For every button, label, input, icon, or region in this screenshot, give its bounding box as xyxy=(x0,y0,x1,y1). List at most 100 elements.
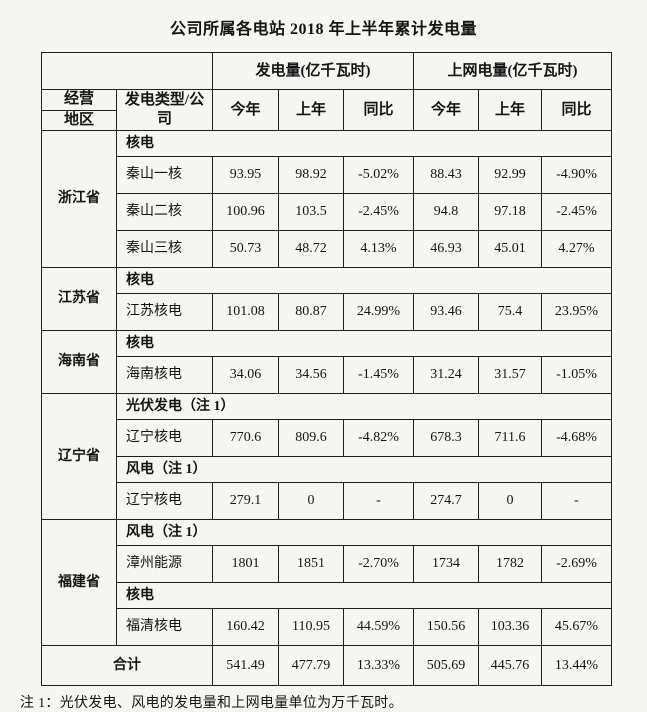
header-type-company: 发电类型/公司 xyxy=(116,89,213,131)
header-ongrid-this-year: 今年 xyxy=(413,89,479,131)
value-cell: - xyxy=(541,482,612,520)
table-row: 秦山三核 50.73 48.72 4.13% 46.93 45.01 4.27% xyxy=(42,230,612,268)
value-cell: -1.05% xyxy=(541,356,612,394)
value-cell: 110.95 xyxy=(278,608,344,646)
value-cell: -4.90% xyxy=(541,156,612,194)
table-row: 秦山二核 100.96 103.5 -2.45% 94.8 97.18 -2.4… xyxy=(42,193,612,231)
value-cell: 1734 xyxy=(413,545,479,583)
header-ongrid-group: 上网电量(亿千瓦时) xyxy=(413,52,612,90)
header-generation-group: 发电量(亿千瓦时) xyxy=(212,52,414,90)
footnote: 注 1：光伏发电、风电的发电量和上网电量单位为万千瓦时。 xyxy=(20,696,403,711)
total-value-cell: 477.79 xyxy=(278,645,344,686)
header-row-groups: 发电量(亿千瓦时) 上网电量(亿千瓦时) xyxy=(41,52,612,90)
value-cell: 160.42 xyxy=(212,608,279,646)
type-subheader-cell: 风电（注 1） xyxy=(116,519,612,546)
company-cell: 秦山一核 xyxy=(116,156,213,194)
company-cell: 海南核电 xyxy=(116,356,213,394)
value-cell: 103.5 xyxy=(278,193,344,231)
type-subheader-cell: 核电 xyxy=(116,330,612,357)
generation-table: 发电量(亿千瓦时) 上网电量(亿千瓦时) 经营 地区 发电类型/公司 今年 上年… xyxy=(41,52,612,686)
value-cell: -1.45% xyxy=(343,356,414,394)
value-cell: -4.68% xyxy=(541,419,612,457)
value-cell: 1782 xyxy=(478,545,542,583)
value-cell: -2.45% xyxy=(541,193,612,231)
region-cell-fujian: 福建省 xyxy=(41,519,117,646)
value-cell: 44.59% xyxy=(343,608,414,646)
header-gen-this-year: 今年 xyxy=(212,89,279,131)
value-cell: 809.6 xyxy=(278,419,344,457)
value-cell: 4.27% xyxy=(541,230,612,268)
total-row: 合计 541.49 477.79 13.33% 505.69 445.76 13… xyxy=(41,645,612,686)
company-cell: 秦山三核 xyxy=(116,230,213,268)
table-row: 海南核电 34.06 34.56 -1.45% 31.24 31.57 -1.0… xyxy=(42,356,612,394)
value-cell: 274.7 xyxy=(413,482,479,520)
value-cell: 101.08 xyxy=(212,293,279,331)
total-value-cell: 13.44% xyxy=(541,645,612,686)
company-cell: 漳州能源 xyxy=(116,545,213,583)
value-cell: 75.4 xyxy=(478,293,542,331)
type-subheader-row: 核电 xyxy=(42,582,612,609)
table-row: 辽宁核电 770.6 809.6 -4.82% 678.3 711.6 -4.6… xyxy=(42,419,612,457)
value-cell: -4.82% xyxy=(343,419,414,457)
total-label-cell: 合计 xyxy=(41,645,213,686)
table-row: 秦山一核 93.95 98.92 -5.02% 88.43 92.99 -4.9… xyxy=(42,156,612,194)
type-subheader-cell: 核电 xyxy=(116,130,612,157)
value-cell: 279.1 xyxy=(212,482,279,520)
region-cell-jiangsu: 江苏省 xyxy=(41,267,117,331)
header-region-line1: 经营 xyxy=(42,91,116,111)
total-value-cell: 445.76 xyxy=(478,645,542,686)
value-cell: 45.01 xyxy=(478,230,542,268)
value-cell: 34.06 xyxy=(212,356,279,394)
type-subheader-cell: 核电 xyxy=(116,582,612,609)
header-ongrid-last-year: 上年 xyxy=(478,89,542,131)
header-gen-yoy: 同比 xyxy=(343,89,414,131)
value-cell: 103.36 xyxy=(478,608,542,646)
table-row: 江苏核电 101.08 80.87 24.99% 93.46 75.4 23.9… xyxy=(42,293,612,331)
value-cell: 97.18 xyxy=(478,193,542,231)
value-cell: 1801 xyxy=(212,545,279,583)
value-cell: 50.73 xyxy=(212,230,279,268)
value-cell: 24.99% xyxy=(343,293,414,331)
corner-empty-cell xyxy=(41,52,213,90)
total-value-cell: 13.33% xyxy=(343,645,414,686)
table-row: 辽宁核电 279.1 0 - 274.7 0 - xyxy=(42,482,612,520)
region-cell-zhejiang: 浙江省 xyxy=(41,130,117,268)
value-cell: 678.3 xyxy=(413,419,479,457)
value-cell: 31.57 xyxy=(478,356,542,394)
company-cell: 秦山二核 xyxy=(116,193,213,231)
value-cell: 80.87 xyxy=(278,293,344,331)
header-row-columns: 经营 地区 发电类型/公司 今年 上年 同比 今年 上年 同比 xyxy=(41,89,612,131)
header-ongrid-yoy: 同比 xyxy=(541,89,612,131)
value-cell: -2.69% xyxy=(541,545,612,583)
value-cell: -2.45% xyxy=(343,193,414,231)
value-cell: -2.70% xyxy=(343,545,414,583)
value-cell: - xyxy=(343,482,414,520)
company-cell: 辽宁核电 xyxy=(116,419,213,457)
company-cell: 辽宁核电 xyxy=(116,482,213,520)
table-row: 福清核电 160.42 110.95 44.59% 150.56 103.36 … xyxy=(42,608,612,646)
value-cell: 770.6 xyxy=(212,419,279,457)
value-cell: 93.95 xyxy=(212,156,279,194)
value-cell: 31.24 xyxy=(413,356,479,394)
value-cell: 23.95% xyxy=(541,293,612,331)
type-subheader-row: 辽宁省 光伏发电（注 1） xyxy=(41,393,612,520)
type-subheader-cell: 核电 xyxy=(116,267,612,294)
value-cell: 150.56 xyxy=(413,608,479,646)
value-cell: 98.92 xyxy=(278,156,344,194)
header-region: 经营 地区 xyxy=(41,89,117,131)
total-value-cell: 505.69 xyxy=(413,645,479,686)
type-subheader-cell: 风电（注 1） xyxy=(116,456,612,483)
region-cell-hainan: 海南省 xyxy=(41,330,117,394)
company-cell: 江苏核电 xyxy=(116,293,213,331)
value-cell: -5.02% xyxy=(343,156,414,194)
value-cell: 0 xyxy=(278,482,344,520)
type-subheader-row: 海南省 核电 xyxy=(41,330,612,394)
region-cell-liaoning: 辽宁省 xyxy=(41,393,117,520)
value-cell: 4.13% xyxy=(343,230,414,268)
total-value-cell: 541.49 xyxy=(212,645,279,686)
value-cell: 46.93 xyxy=(413,230,479,268)
value-cell: 45.67% xyxy=(541,608,612,646)
value-cell: 88.43 xyxy=(413,156,479,194)
header-region-line2: 地区 xyxy=(63,111,94,128)
value-cell: 0 xyxy=(478,482,542,520)
